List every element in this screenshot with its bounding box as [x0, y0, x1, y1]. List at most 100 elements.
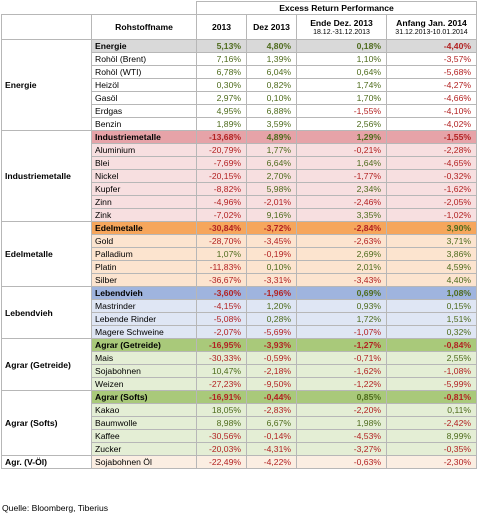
table-row: Rohöl (WTI) 6,78% 6,04% 0,64% -5,68%	[2, 65, 477, 79]
commodity-value: 5,98%	[246, 182, 297, 196]
summary-value: -4,40%	[385, 39, 477, 53]
commodity-value: 2,01%	[296, 260, 387, 274]
commodity-value: -2,20%	[296, 403, 387, 417]
commodity-value: -1,07%	[296, 325, 387, 339]
commodity-value: -2,05%	[385, 195, 477, 209]
summary-name: Industriemetalle	[91, 130, 197, 144]
summary-value: 0,18%	[296, 39, 387, 53]
table-row: Erdgas 4,95% 6,88% -1,55% -4,10%	[2, 104, 477, 118]
commodity-value: 8,98%	[196, 416, 247, 430]
category-label: Agrar (Getreide)	[1, 338, 92, 391]
commodity-value: 0,11%	[385, 403, 477, 417]
commodity-value: 4,59%	[385, 260, 477, 274]
category-label: Agr. (V-Öl)	[1, 455, 92, 469]
commodity-value: -0,21%	[296, 143, 387, 157]
summary-value: -0,81%	[385, 390, 477, 404]
commodity-value: 0,10%	[246, 91, 297, 105]
commodity-value: 7,16%	[196, 52, 247, 66]
commodity-name: Blei	[91, 156, 197, 170]
summary-value: -3,93%	[246, 338, 297, 352]
commodity-value: 0,28%	[246, 312, 297, 326]
table-row: Gold -28,70% -3,45% -2,63% 3,71%	[2, 234, 477, 248]
commodity-value: 10,47%	[196, 364, 247, 378]
commodity-name: Aluminium	[91, 143, 197, 157]
commodity-value: 1,39%	[246, 52, 297, 66]
commodity-value: 1,70%	[296, 91, 387, 105]
commodity-value: 3,35%	[296, 208, 387, 222]
excess-return-header: Excess Return Performance	[195, 1, 477, 15]
summary-value: -30,84%	[196, 221, 247, 235]
commodity-name: Nickel	[91, 169, 197, 183]
commodity-name: Heizöl	[91, 78, 197, 92]
group-summary-row: Agrar (Getreide) Agrar (Getreide) -16,95% -…	[1, 338, 477, 391]
commodity-value: 6,67%	[246, 416, 297, 430]
commodity-name: Platin	[91, 260, 197, 274]
commodity-value: -4,10%	[385, 104, 477, 118]
summary-name: Lebendvieh	[91, 286, 197, 300]
summary-value: 5,13%	[196, 39, 247, 53]
header-row-columns: Rohstoffname 2013 Dez 2013 Ende Dez. 201…	[1, 14, 477, 40]
summary-name: Agrar (Softs)	[91, 390, 197, 404]
source-note: Quelle: Bloomberg, Tiberius	[2, 503, 109, 513]
commodity-value: -5,68%	[385, 65, 477, 79]
column-header-anfang-jan-range: 31.12.2013-10.01.2014	[395, 28, 468, 36]
summary-name: Edelmetalle	[91, 221, 197, 235]
commodity-value: -4,66%	[385, 91, 477, 105]
table-row: Mais -30,33% -0,59% -0,71% 2,55%	[2, 351, 477, 365]
table-row: Kupfer -8,82% 5,98% 2,34% -1,62%	[2, 182, 477, 196]
column-header-ende-dez-title: Ende Dez. 2013	[310, 17, 373, 28]
summary-value: -2,84%	[296, 221, 387, 235]
commodity-value: -2,63%	[296, 234, 387, 248]
header-category-blank	[1, 14, 92, 40]
group-summary-row: Edelmetalle Edelmetalle -30,84% -3,72% -2,84…	[1, 221, 477, 287]
commodity-value: 6,88%	[246, 104, 297, 118]
group-summary-row: Energie Energie 5,13% 4,80% 0,18% -4,40%	[1, 39, 477, 131]
summary-value: -3,60%	[196, 286, 247, 300]
commodity-value: 0,30%	[196, 78, 247, 92]
commodity-name: Mais	[91, 351, 197, 365]
commodity-name: Gold	[91, 234, 197, 248]
column-header-name: Rohstoffname	[91, 14, 197, 40]
table-row: Lebende Rinder -5,08% 0,28% 1,72% 1,51%	[2, 312, 477, 326]
category-label: Edelmetalle	[1, 221, 92, 287]
summary-name: Energie	[91, 39, 197, 53]
summary-value: -16,95%	[196, 338, 247, 352]
commodity-value: -1,55%	[296, 104, 387, 118]
commodity-value: -2,28%	[385, 143, 477, 157]
table-row: Nickel -20,15% 2,70% -1,77% -0,32%	[2, 169, 477, 183]
commodity-value: 6,78%	[196, 65, 247, 79]
commodity-value: 6,04%	[246, 65, 297, 79]
commodity-value: 6,64%	[246, 156, 297, 170]
commodity-name: Silber	[91, 273, 197, 287]
summary-value: 4,89%	[246, 130, 297, 144]
table-row: Baumwolle 8,98% 6,67% 1,98% -2,42%	[2, 416, 477, 430]
column-header-dez-2013: Dez 2013	[246, 14, 297, 40]
commodity-value: -4,27%	[385, 78, 477, 92]
commodity-name: Sojabohnen Öl	[91, 455, 197, 469]
table-row: Zucker -20,03% -4,31% -3,27% -0,35%	[2, 442, 477, 456]
commodity-value: 2,56%	[296, 117, 387, 131]
commodity-value: -1,62%	[296, 364, 387, 378]
commodity-value: 0,82%	[246, 78, 297, 92]
commodity-value: 1,72%	[296, 312, 387, 326]
commodity-value: 18,05%	[196, 403, 247, 417]
commodity-value: -4,53%	[296, 429, 387, 443]
commodity-value: 1,51%	[385, 312, 477, 326]
commodity-value: 1,89%	[196, 117, 247, 131]
commodity-name: Weizen	[91, 377, 197, 391]
commodity-value: -0,32%	[385, 169, 477, 183]
commodity-value: -2,83%	[246, 403, 297, 417]
commodity-value: -3,27%	[296, 442, 387, 456]
commodity-value: 0,32%	[385, 325, 477, 339]
table-row: Aluminium -20,79% 1,77% -0,21% -2,28%	[2, 143, 477, 157]
commodity-name: Magere Schweine	[91, 325, 197, 339]
commodity-name: Kaffee	[91, 429, 197, 443]
commodity-value: -3,43%	[296, 273, 387, 287]
summary-value: -3,72%	[246, 221, 297, 235]
header-row-group: Excess Return Performance	[2, 1, 477, 15]
table-row: Magere Schweine -2,07% -5,69% -1,07% 0,32%	[2, 325, 477, 339]
column-header-ende-dez-range: 18.12.-31.12.2013	[313, 28, 370, 36]
commodity-value: 2,55%	[385, 351, 477, 365]
commodity-value: -3,57%	[385, 52, 477, 66]
